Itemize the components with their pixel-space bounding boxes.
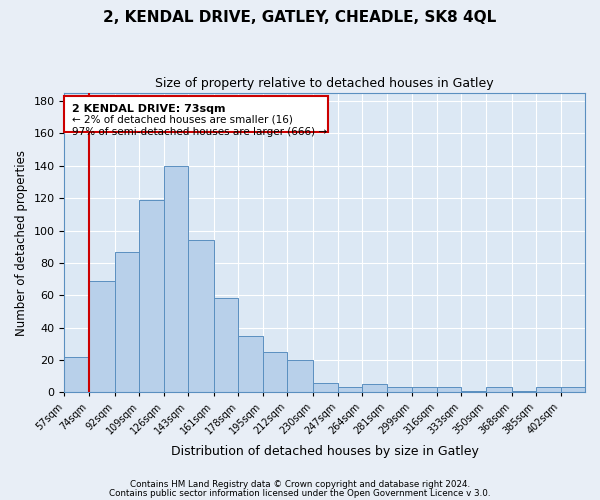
Bar (412, 388, 437, 392)
Bar (486, 388, 512, 392)
Bar (238, 336, 263, 392)
Text: 2 KENDAL DRIVE: 73sqm: 2 KENDAL DRIVE: 73sqm (71, 104, 225, 114)
Bar (338, 388, 362, 392)
Bar (512, 390, 536, 392)
Y-axis label: Number of detached properties: Number of detached properties (15, 150, 28, 336)
X-axis label: Distribution of detached houses by size in Gatley: Distribution of detached houses by size … (171, 444, 479, 458)
Bar (115, 252, 139, 392)
Bar (89, 280, 115, 392)
Bar (437, 388, 461, 392)
Text: Contains public sector information licensed under the Open Government Licence v : Contains public sector information licen… (109, 488, 491, 498)
Bar (164, 166, 188, 392)
Bar (214, 298, 238, 392)
Text: 2, KENDAL DRIVE, GATLEY, CHEADLE, SK8 4QL: 2, KENDAL DRIVE, GATLEY, CHEADLE, SK8 4Q… (103, 10, 497, 25)
Text: Contains HM Land Registry data © Crown copyright and database right 2024.: Contains HM Land Registry data © Crown c… (130, 480, 470, 489)
Text: 97% of semi-detached houses are larger (666) →: 97% of semi-detached houses are larger (… (71, 127, 327, 137)
Bar (139, 200, 164, 392)
Bar (64, 356, 89, 392)
Bar (386, 388, 412, 392)
Bar (313, 382, 338, 392)
Bar (461, 390, 486, 392)
Bar (188, 240, 214, 392)
Bar (560, 388, 585, 392)
Bar (287, 360, 313, 392)
Title: Size of property relative to detached houses in Gatley: Size of property relative to detached ho… (155, 78, 494, 90)
Bar (362, 384, 386, 392)
Bar (536, 388, 560, 392)
Bar (64, 96, 328, 132)
Bar (263, 352, 287, 392)
Text: ← 2% of detached houses are smaller (16): ← 2% of detached houses are smaller (16) (71, 115, 292, 125)
